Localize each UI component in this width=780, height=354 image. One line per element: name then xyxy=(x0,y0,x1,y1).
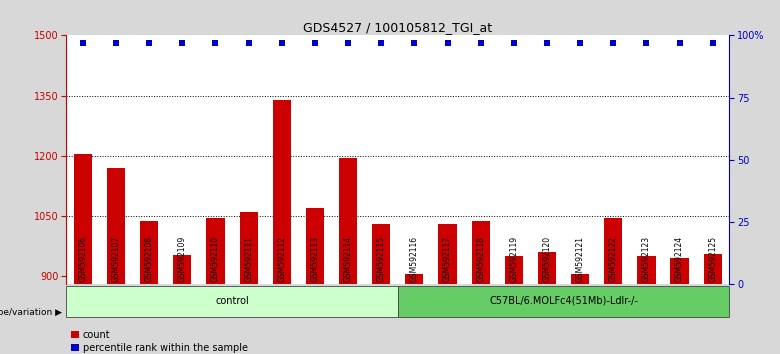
Bar xyxy=(107,168,125,284)
Text: GSM592125: GSM592125 xyxy=(708,236,718,282)
Text: GSM592123: GSM592123 xyxy=(642,236,651,282)
Title: GDS4527 / 100105812_TGI_at: GDS4527 / 100105812_TGI_at xyxy=(303,21,492,34)
Point xyxy=(342,40,354,46)
Point xyxy=(574,40,587,46)
Bar xyxy=(140,221,158,284)
Text: GSM592107: GSM592107 xyxy=(112,236,121,282)
Text: GSM592119: GSM592119 xyxy=(509,236,519,282)
Bar xyxy=(704,254,722,284)
Point xyxy=(673,40,686,46)
Bar xyxy=(273,99,291,284)
Bar xyxy=(239,212,257,284)
Bar xyxy=(372,224,390,284)
Bar xyxy=(438,224,456,284)
Text: GSM592115: GSM592115 xyxy=(377,236,386,282)
Text: GSM592112: GSM592112 xyxy=(277,236,286,282)
Bar xyxy=(637,256,655,284)
Text: GSM592106: GSM592106 xyxy=(78,236,87,282)
Point xyxy=(375,40,388,46)
Text: GSM592117: GSM592117 xyxy=(443,236,452,282)
Text: GSM592124: GSM592124 xyxy=(675,236,684,282)
Text: GSM592108: GSM592108 xyxy=(144,236,154,282)
Bar xyxy=(173,255,191,284)
Bar xyxy=(74,154,92,284)
Point xyxy=(76,40,89,46)
FancyBboxPatch shape xyxy=(66,286,398,317)
Point xyxy=(309,40,321,46)
Text: GSM592122: GSM592122 xyxy=(608,236,618,282)
Text: genotype/variation ▶: genotype/variation ▶ xyxy=(0,308,62,317)
Point xyxy=(209,40,222,46)
Text: GSM592114: GSM592114 xyxy=(343,236,353,282)
Bar xyxy=(571,274,589,284)
Point xyxy=(474,40,487,46)
Text: GSM592118: GSM592118 xyxy=(476,236,485,282)
Point xyxy=(243,40,255,46)
Text: C57BL/6.MOLFc4(51Mb)-Ldlr-/-: C57BL/6.MOLFc4(51Mb)-Ldlr-/- xyxy=(489,296,638,306)
Text: GSM592113: GSM592113 xyxy=(310,236,320,282)
Bar xyxy=(207,218,225,284)
Bar xyxy=(406,274,424,284)
Bar xyxy=(505,256,523,284)
Point xyxy=(508,40,520,46)
Text: GSM592121: GSM592121 xyxy=(576,236,585,282)
Text: GSM592116: GSM592116 xyxy=(410,236,419,282)
Bar xyxy=(306,209,324,284)
FancyBboxPatch shape xyxy=(398,286,729,317)
Legend: count, percentile rank within the sample: count, percentile rank within the sample xyxy=(71,330,248,353)
Text: GSM592110: GSM592110 xyxy=(211,236,220,282)
Bar xyxy=(472,221,490,284)
Point xyxy=(176,40,189,46)
Bar xyxy=(538,252,556,284)
Bar xyxy=(671,258,689,284)
Point xyxy=(143,40,155,46)
Point xyxy=(441,40,454,46)
Bar xyxy=(339,158,357,284)
Point xyxy=(408,40,420,46)
Bar xyxy=(604,218,622,284)
Text: GSM592111: GSM592111 xyxy=(244,236,254,282)
Text: control: control xyxy=(215,296,249,306)
Text: GSM592120: GSM592120 xyxy=(542,236,551,282)
Text: GSM592109: GSM592109 xyxy=(178,236,187,282)
Point xyxy=(110,40,122,46)
Point xyxy=(707,40,719,46)
Point xyxy=(640,40,653,46)
Point xyxy=(607,40,619,46)
Point xyxy=(275,40,288,46)
Point xyxy=(541,40,553,46)
